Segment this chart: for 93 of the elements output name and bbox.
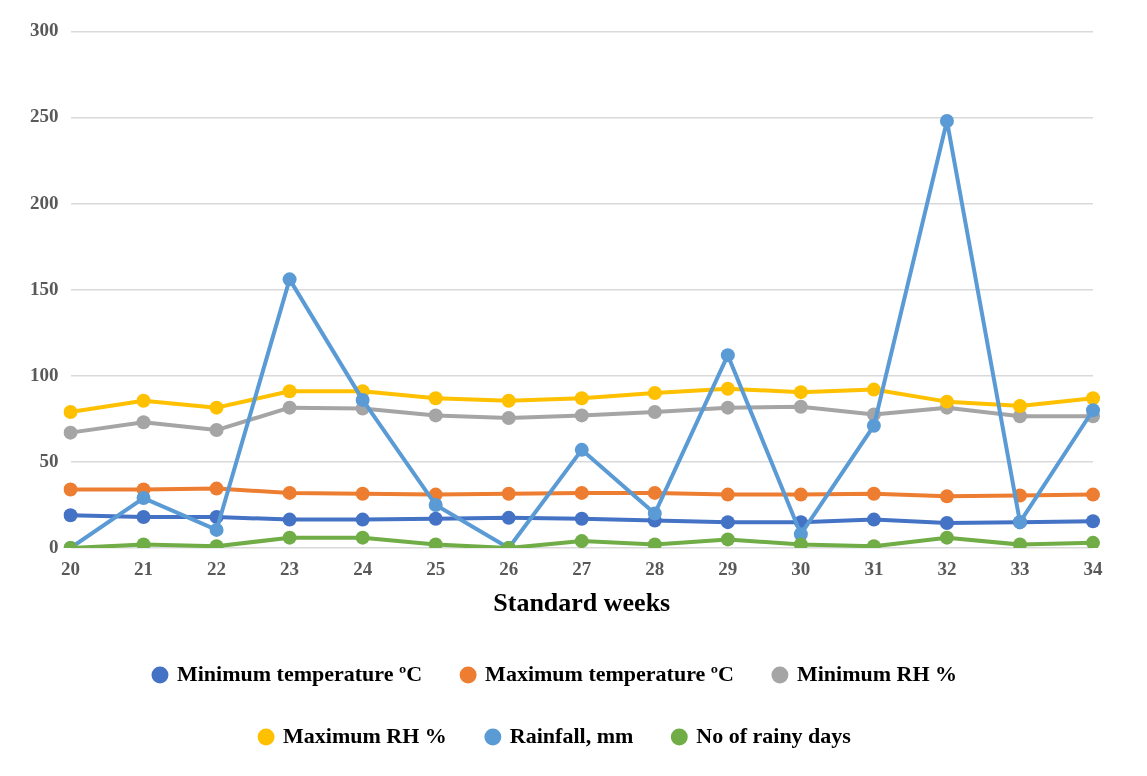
- x-axis-title: Standard weeks: [493, 588, 671, 618]
- point: [209, 423, 224, 438]
- x-tick-label: 26: [499, 558, 519, 580]
- point: [501, 486, 516, 501]
- point: [866, 512, 881, 527]
- point: [136, 393, 151, 408]
- point: [720, 532, 735, 547]
- point: [720, 381, 735, 396]
- x-tick-label: 22: [207, 558, 227, 580]
- y-tick-label: 150: [30, 277, 59, 299]
- x-tick-label: 34: [1083, 558, 1103, 580]
- point: [647, 404, 662, 419]
- point: [939, 516, 954, 531]
- y-tick-label: 300: [30, 19, 59, 41]
- point: [282, 512, 297, 527]
- point: [574, 408, 589, 423]
- point: [720, 348, 735, 363]
- x-tick-label: 21: [134, 558, 154, 580]
- point: [939, 113, 954, 128]
- x-tick-label: 20: [61, 558, 80, 580]
- point: [939, 394, 954, 409]
- legend-label: No of rainy days: [696, 722, 852, 748]
- legend-label: Rainfall, mm: [509, 722, 634, 748]
- point: [1086, 487, 1100, 502]
- point: [793, 487, 808, 502]
- legend-label: Minimum temperature ºC: [176, 660, 423, 686]
- point: [574, 391, 589, 406]
- point: [1086, 403, 1100, 418]
- y-tick-label: 100: [30, 363, 59, 385]
- point: [501, 410, 516, 425]
- point: [574, 534, 589, 548]
- point: [209, 400, 224, 415]
- point: [63, 425, 78, 440]
- point: [1012, 398, 1027, 413]
- point: [209, 481, 224, 496]
- y-tick-label: 250: [30, 105, 59, 127]
- point: [574, 485, 589, 500]
- point: [355, 392, 370, 407]
- x-tick-label: 25: [426, 558, 446, 580]
- x-tick-label: 30: [791, 558, 811, 580]
- point: [282, 530, 297, 545]
- legend-label: Maximum temperature ºC: [485, 660, 734, 686]
- y-tick-label: 0: [49, 535, 59, 557]
- point: [1086, 391, 1100, 406]
- point: [793, 399, 808, 414]
- point: [501, 510, 516, 525]
- point: [63, 508, 78, 523]
- point: [63, 482, 78, 497]
- point: [428, 391, 443, 406]
- x-tick-label: 31: [864, 558, 884, 580]
- point: [282, 384, 297, 399]
- point: [209, 522, 224, 537]
- point: [501, 393, 516, 408]
- point: [1086, 514, 1100, 529]
- x-tick-label: 23: [280, 558, 300, 580]
- point: [793, 385, 808, 400]
- legend-label: Minimum RH %: [796, 660, 958, 686]
- point: [136, 415, 151, 430]
- x-tick-label: 27: [572, 558, 592, 580]
- point: [355, 512, 370, 527]
- point: [136, 510, 151, 524]
- point: [282, 485, 297, 500]
- x-tick-label: 33: [1010, 558, 1030, 580]
- point: [647, 386, 662, 401]
- point: [282, 272, 297, 287]
- point: [282, 400, 297, 415]
- point: [574, 511, 589, 526]
- point: [866, 382, 881, 397]
- x-tick-label: 29: [718, 558, 738, 580]
- point: [428, 511, 443, 526]
- y-tick-label: 50: [39, 449, 59, 471]
- point: [355, 486, 370, 501]
- point: [136, 491, 151, 506]
- point: [720, 487, 735, 502]
- x-tick-label: 32: [937, 558, 957, 580]
- point: [939, 530, 954, 545]
- point: [720, 400, 735, 415]
- point: [647, 485, 662, 500]
- point: [428, 497, 443, 512]
- point: [574, 442, 589, 457]
- point: [428, 408, 443, 423]
- point: [1086, 535, 1100, 548]
- point: [647, 506, 662, 521]
- x-tick-label: 28: [645, 558, 665, 580]
- point: [866, 418, 881, 433]
- y-tick-label: 200: [30, 191, 59, 213]
- point: [866, 486, 881, 501]
- point: [720, 515, 735, 530]
- point: [355, 530, 370, 545]
- legend-label: Maximum RH %: [283, 722, 447, 748]
- point: [939, 489, 954, 504]
- x-tick-label: 24: [353, 558, 373, 580]
- point: [63, 404, 78, 419]
